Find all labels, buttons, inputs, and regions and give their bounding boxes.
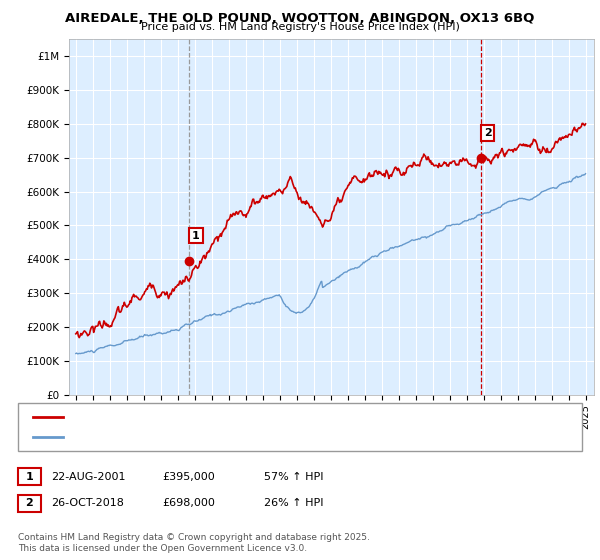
Text: 1: 1 <box>26 472 33 482</box>
Text: HPI: Average price, detached house, Vale of White Horse: HPI: Average price, detached house, Vale… <box>66 432 349 442</box>
Text: Price paid vs. HM Land Registry's House Price Index (HPI): Price paid vs. HM Land Registry's House … <box>140 22 460 32</box>
Text: Contains HM Land Registry data © Crown copyright and database right 2025.
This d: Contains HM Land Registry data © Crown c… <box>18 533 370 553</box>
Text: £698,000: £698,000 <box>162 498 215 508</box>
Text: 26% ↑ HPI: 26% ↑ HPI <box>264 498 323 508</box>
Text: 26-OCT-2018: 26-OCT-2018 <box>51 498 124 508</box>
Text: 2: 2 <box>484 128 491 138</box>
Text: £395,000: £395,000 <box>162 472 215 482</box>
Text: AIREDALE, THE OLD POUND, WOOTTON, ABINGDON, OX13 6BQ (detached house): AIREDALE, THE OLD POUND, WOOTTON, ABINGD… <box>66 412 473 422</box>
Text: 57% ↑ HPI: 57% ↑ HPI <box>264 472 323 482</box>
Text: 2: 2 <box>26 498 33 508</box>
Text: 22-AUG-2001: 22-AUG-2001 <box>51 472 125 482</box>
Text: AIREDALE, THE OLD POUND, WOOTTON, ABINGDON, OX13 6BQ: AIREDALE, THE OLD POUND, WOOTTON, ABINGD… <box>65 12 535 25</box>
Text: 1: 1 <box>192 231 200 241</box>
